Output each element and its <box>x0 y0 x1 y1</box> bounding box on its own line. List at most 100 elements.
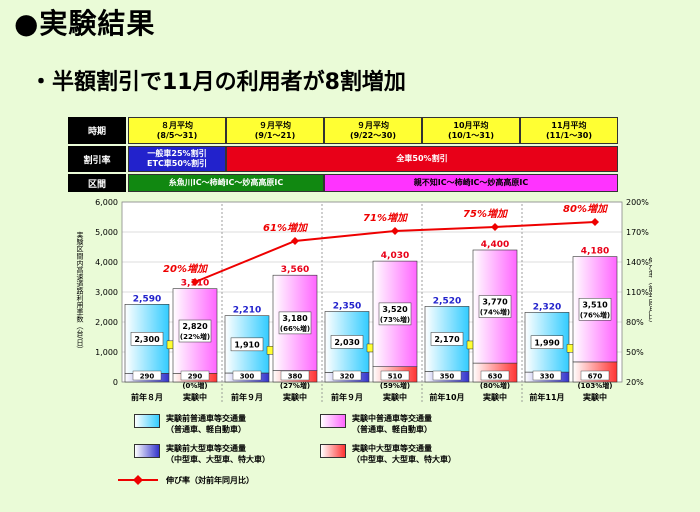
period-line1: 11月平均 <box>551 120 587 130</box>
period-line2: (9/1～21) <box>254 130 296 140</box>
y-tick-label: 4,000 <box>95 258 118 267</box>
legend-swatch-before-normal <box>134 414 160 428</box>
large-value-label: 630 <box>488 373 503 381</box>
large-label-box <box>232 370 262 381</box>
discount-rest-text: 全車50%割引 <box>396 154 448 163</box>
normal-value-label: 3,770 <box>482 298 508 307</box>
large-value-label: 290 <box>188 373 203 381</box>
discount-cell-rest: 全車50%割引 <box>226 146 618 172</box>
normal-label-box <box>430 332 464 346</box>
y2-tick-label: 50% <box>626 348 644 357</box>
large-value-label: 350 <box>440 373 455 381</box>
discount-first-line2: ETC車50%割引 <box>147 159 207 168</box>
large-label-box <box>180 370 210 381</box>
slide-title: ●実験結果 <box>14 7 156 40</box>
traffic-chart: 0 1,000 2,000 3,000 4,000 5,000 6,000 20% 50% 80%… <box>76 198 652 402</box>
legend-before-normal-line2: （普通車、軽自動車） <box>166 425 246 434</box>
normal-pct-label: (66%増) <box>280 324 310 333</box>
normal-value-label: 3,180 <box>282 314 308 323</box>
y2-tick-label: 80% <box>626 318 644 327</box>
discount-first-line1: 一般車25%割引 <box>147 149 207 158</box>
large-label-box <box>380 370 410 381</box>
bar-total-label: 2,350 <box>333 302 361 312</box>
legend-during-large-line1: 実験中大型車等交通量 <box>352 444 432 453</box>
y-tick-label: 0 <box>113 378 118 387</box>
x-tick-label: 実験中 <box>483 392 507 402</box>
normal-value-label: 1,910 <box>234 340 260 349</box>
x-tick-label: 実験中 <box>183 392 207 402</box>
normal-value-label: 2,030 <box>334 338 360 347</box>
growth-point <box>591 218 599 226</box>
period-line2: (8/5～31) <box>156 130 198 140</box>
period-cell: 11月平均 (11/1～30) <box>520 117 618 144</box>
bar-total-label: 2,520 <box>433 296 461 306</box>
y2-tick-label: 200% <box>626 198 649 207</box>
period-line2: (10/1～31) <box>447 130 495 140</box>
y2-tick-label: 20% <box>626 378 644 387</box>
growth-point <box>291 237 299 245</box>
y2-axis-title: 伸び率（前年同月比） <box>648 256 652 327</box>
normal-label-box <box>530 335 564 349</box>
bar-total-label: 2,320 <box>533 302 561 312</box>
slide-subtitle: ・半額割引で11月の利用者が8割増加 <box>30 70 406 95</box>
period-line1: ９月平均 <box>259 120 291 130</box>
legend-during-large: 実験中大型車等交通量 （中型車、大型車、特大車） <box>352 443 456 465</box>
normal-pct-label: (73%増) <box>380 315 410 324</box>
y-axis-title: 実験区間内高速道路利用車数（台/日） <box>76 230 84 352</box>
large-label-box <box>532 370 562 381</box>
period-line1: ８月平均 <box>161 120 193 130</box>
normal-value-label: 2,820 <box>182 322 208 331</box>
large-value-label: 300 <box>240 373 255 381</box>
legend-before-large: 実験前大型車等交通量 （中型車、大型車、特大車） <box>166 443 270 465</box>
large-value-label: 320 <box>340 373 355 381</box>
normal-label-box <box>478 295 512 318</box>
large-pct-label: (0%増) <box>182 381 207 390</box>
large-label-box <box>480 370 510 381</box>
legend-during-normal-line1: 実験中普通車等交通量 <box>352 414 432 423</box>
legend-during-large-line2: （中型車、大型車、特大車） <box>352 455 456 464</box>
large-value-label: 670 <box>588 373 603 381</box>
large-label-box <box>132 370 162 381</box>
growth-point <box>491 223 499 231</box>
large-pct-label: (103%増) <box>577 381 612 390</box>
period-row: 時期 ８月平均 (8/5～31) ９月平均 (9/1～21) ９月平均 (9/2… <box>68 117 618 144</box>
legend-during-normal: 実験中普通車等交通量 （普通車、軽自動車） <box>352 413 432 435</box>
growth-label: 75%増加 <box>463 208 509 220</box>
growth-point <box>391 227 399 235</box>
period-line2: (9/22～30) <box>349 130 397 140</box>
period-line1: ９月平均 <box>357 120 389 130</box>
growth-label: 80%増加 <box>563 203 609 215</box>
normal-label-box <box>278 311 312 335</box>
legend-growth: 伸び率（対前年同月比） <box>166 476 254 485</box>
period-cell: 10月平均 (10/1～31) <box>422 117 520 144</box>
period-cell: ９月平均 (9/1～21) <box>226 117 324 144</box>
section-first-text: 糸魚川IC～柿崎IC～妙高高原IC <box>168 178 284 187</box>
y-tick-label: 2,000 <box>95 318 118 327</box>
section-cell-rest: 親不知IC～柿崎IC～妙高高原IC <box>324 174 618 192</box>
y-tick-label: 3,000 <box>95 288 118 297</box>
discount-cell-first: 一般車25%割引 ETC車50%割引 <box>128 146 226 172</box>
y2-tick-label: 170% <box>626 228 649 237</box>
normal-value-label: 3,510 <box>582 300 608 309</box>
period-label: 時期 <box>68 117 126 144</box>
y-tick-label: 5,000 <box>95 228 118 237</box>
bar-total-label: 4,180 <box>581 247 609 257</box>
normal-label-box <box>230 337 264 352</box>
x-tick-label: 実験中 <box>283 392 307 402</box>
legend-swatch-before-large <box>134 444 160 458</box>
normal-label-box <box>578 298 612 321</box>
large-label-box <box>432 370 462 381</box>
period-line2: (11/1～30) <box>545 130 593 140</box>
growth-point <box>191 278 199 286</box>
normal-label-box <box>130 332 164 346</box>
legend-before-normal-line1: 実験前普通車等交通量 <box>166 414 246 423</box>
legend-swatch-during-large <box>320 444 346 458</box>
x-tick-label: 前年８月 <box>131 392 163 402</box>
normal-label-box <box>330 335 364 349</box>
bar-total-label: 4,030 <box>381 251 409 261</box>
period-cell: ８月平均 (8/5～31) <box>128 117 226 144</box>
large-pct-label: (80%増) <box>480 381 510 390</box>
bar-total-label: 2,210 <box>233 306 261 316</box>
bar-total-label: 3,560 <box>281 265 309 275</box>
